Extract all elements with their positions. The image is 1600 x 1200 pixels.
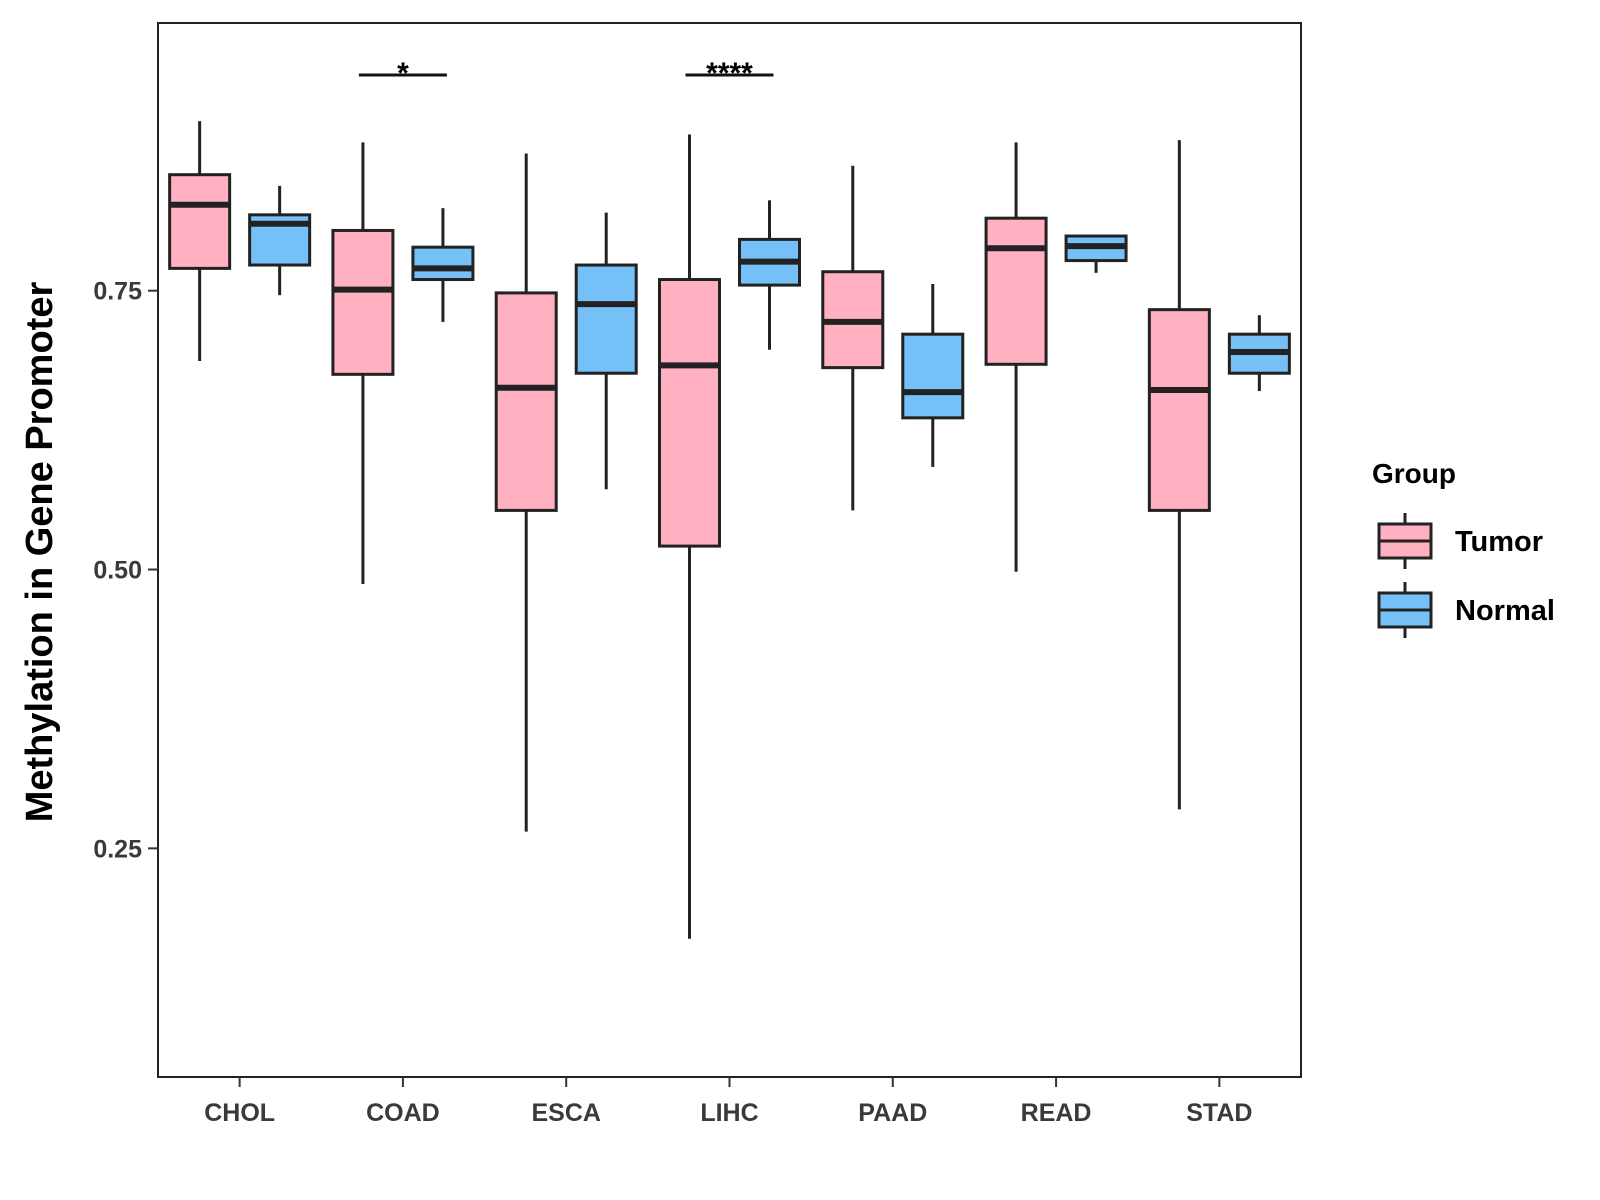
legend-label-tumor: Tumor <box>1455 526 1543 558</box>
box-iqr <box>574 263 638 375</box>
x-tick-label: STAD <box>1186 1099 1252 1127</box>
box-normal-paad <box>901 283 965 467</box>
box-tumor-chol <box>168 121 232 361</box>
box-normal-lihc <box>738 200 801 350</box>
x-tick-label: LIHC <box>700 1099 758 1127</box>
y-axis-title: Methylation in Gene Promoter <box>19 282 61 823</box>
box-iqr <box>1147 308 1211 512</box>
x-tick-label: READ <box>1021 1099 1092 1127</box>
box-iqr <box>658 278 721 548</box>
x-tick-label: CHOL <box>204 1099 275 1127</box>
plot-area: 0.25 0.50 0.75 CHOL COAD ESCA LIHC PAAD READ STAD… <box>93 22 1302 1127</box>
box-tumor-esca <box>494 153 558 832</box>
box-tumor-lihc <box>658 134 721 939</box>
x-tick-label: PAAD <box>858 1099 927 1127</box>
box-iqr <box>331 228 395 376</box>
box-tumor-stad <box>1147 140 1211 810</box>
box-normal-chol <box>248 185 312 296</box>
y-tick-label: 0.75 <box>93 278 142 306</box>
significance-label: **** <box>706 57 753 90</box>
y-tick-label: 0.50 <box>93 557 142 585</box>
significance-label: * <box>397 57 409 90</box>
box-normal-coad <box>411 208 475 322</box>
x-tick-label: ESCA <box>531 1099 600 1127</box>
box-normal-read <box>1064 234 1128 273</box>
box-iqr <box>411 245 475 282</box>
box-iqr <box>984 216 1048 366</box>
y-tick-label: 0.25 <box>93 835 142 863</box>
box-tumor-coad <box>331 142 395 585</box>
box-normal-stad <box>1227 315 1291 392</box>
legend-title: Group <box>1372 458 1456 489</box>
x-tick-label: COAD <box>366 1099 440 1127</box>
box-iqr <box>494 291 558 512</box>
box-normal-esca <box>574 212 638 490</box>
box-tumor-paad <box>821 165 885 511</box>
box-tumor-read <box>984 142 1048 572</box>
legend: Group Tumor Normal <box>1372 458 1555 638</box>
box-iqr <box>168 173 232 270</box>
box-iqr <box>901 332 965 420</box>
legend-label-normal: Normal <box>1455 595 1555 627</box>
